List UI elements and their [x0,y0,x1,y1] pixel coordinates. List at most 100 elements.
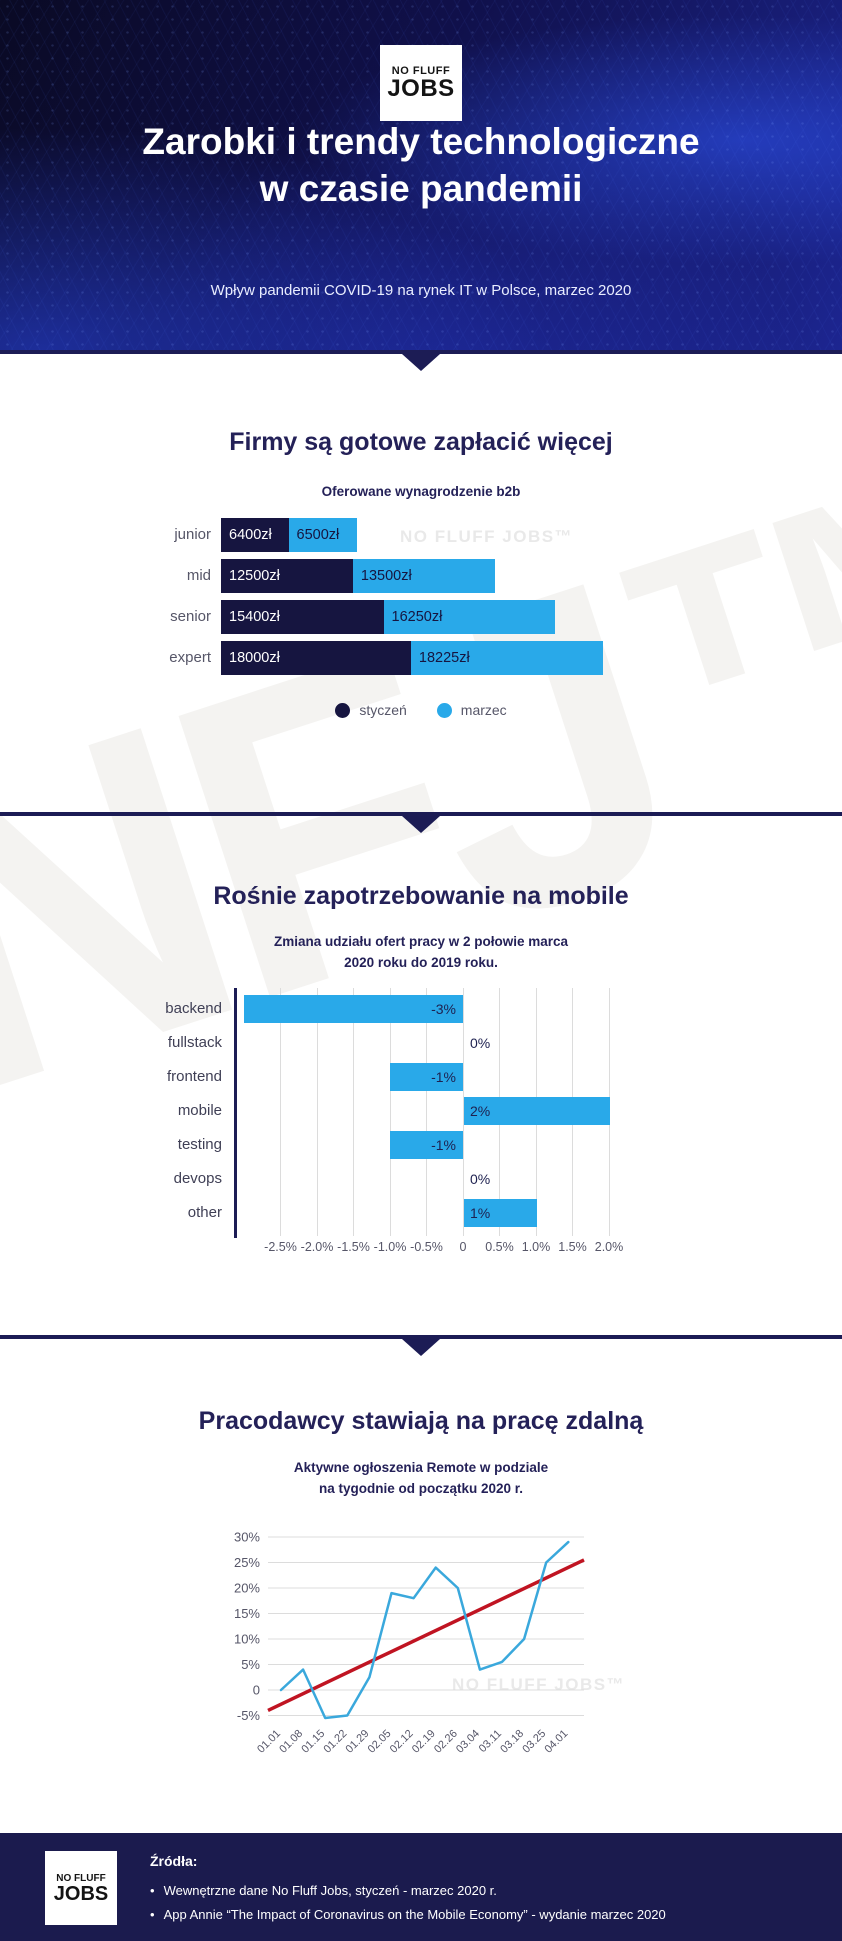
value-label-mobile: 2% [470,1103,491,1119]
sources-block: Źródła: • Wewnętrzne dane No Fluff Jobs,… [150,1853,666,1927]
bar-senior-marzec: 16250zł [383,600,555,634]
x-tick-label-01.22: 01.22 [321,1728,349,1756]
sources-heading: Źródła: [150,1853,198,1869]
gridline-0 [462,988,464,1236]
legend-label-styczen: styczeń [359,702,407,718]
category-label-frontend: frontend [166,1068,222,1085]
category-label-senior: senior [170,608,211,625]
y-tick-label-10%: 10% [234,1632,260,1647]
bar-junior-marzec: 6500zł [288,518,358,552]
x-tick-label-03.18: 03.18 [498,1728,526,1756]
category-label-testing: testing [177,1136,222,1153]
source-text-2: App Annie “The Impact of Coronavirus on … [163,1907,666,1922]
footer-logo-text-top: NO FLUFF [56,1872,106,1884]
x-tick-label--2.0%: -2.0% [300,1240,334,1254]
remote-section-title: Pracodawcy stawiają na pracę zdalną [198,1407,644,1435]
category-label-mid: mid [186,567,211,584]
footer-logo-text-bottom: JOBS [53,1882,109,1905]
nofluffjobs-logo: NO FLUFF JOBS [380,45,462,121]
remote-line-chart: 30% 25% 20% 15% 10% 5% 0 -5% 01.01 01.08 01.15 01.2… [180,1522,700,1767]
bar-senior-styczeń: 15400zł [221,600,384,634]
y-tick-label-0: 0 [253,1683,260,1698]
category-label-devops: devops [173,1170,222,1187]
x-tick-label-01.08: 01.08 [277,1728,305,1756]
mobile-chart-title-line1: Zmiana udziału ofert pracy w 2 połowie m… [273,934,569,949]
x-tick-label-02.26: 02.26 [432,1728,460,1756]
y-tick-label-5%: 5% [241,1657,260,1672]
gridline--1.5% [353,988,354,1236]
bar-expert-styczeń: 18000zł [221,641,411,675]
y-tick-label--5%: -5% [237,1708,261,1723]
salary-chart-title: Oferowane wynagrodzenie b2b [321,484,521,499]
legend-swatch-marzec [436,702,452,718]
mobile-chart-title: Zmiana udziału ofert pracy w 2 połowie m… [0,931,842,973]
gridline--2.5% [280,988,281,1236]
legend-item-styczen: styczeń [335,702,407,718]
value-label-devops: 0% [470,1171,491,1187]
salary-row-senior: senior 15400zł 16250zł [129,600,603,634]
page-title-line2: w czasie pandemii [259,168,583,210]
remote-data-line [279,1540,570,1720]
x-tick-label--1.5%: -1.5% [337,1240,370,1254]
x-tick-label-01.29: 01.29 [344,1728,372,1756]
value-label-fullstack: 0% [470,1035,491,1051]
mobile-diverging-bar-chart: -2.5% -2.0% -1.5% -1.0% -0.5% 0 0.5% 1.0% 1.5% 2.… [0,988,842,1273]
category-label-fullstack: fullstack [167,1034,222,1051]
bullet-icon: • [150,1907,155,1922]
gridline--1.0% [389,988,391,1236]
x-tick-label-02.05: 02.05 [366,1728,394,1756]
source-text-1: Wewnętrzne dane No Fluff Jobs, styczeń -… [163,1883,497,1898]
page-title-line1: Zarobki i trendy technologiczne [142,121,700,162]
salary-row-mid: mid 12500zł 13500zł [129,559,603,593]
legend-swatch-styczen [335,702,351,718]
bar-junior-styczeń: 6400zł [221,518,289,552]
x-tick-label-1.0%: 1.0% [521,1240,551,1254]
bar-expert-marzec: 18225zł [410,641,604,675]
x-tick-label--0.5%: -0.5% [410,1240,443,1254]
bar-testing [390,1131,463,1159]
x-tick-label-01.01: 01.01 [255,1728,283,1756]
gridline--2.0% [316,988,318,1236]
category-label-backend: backend [165,1000,222,1017]
x-tick-label-03.25: 03.25 [520,1728,548,1756]
value-label-frontend: -1% [431,1069,456,1085]
logo-text-top: NO FLUFF [391,65,451,77]
legend-item-marzec: marzec [436,702,507,718]
category-label-mobile: mobile [177,1102,222,1119]
nofluffjobs-watermark: NO FLUFF JOBS™ [400,527,574,546]
category-label-expert: expert [169,649,211,666]
x-tick-label-04.01: 04.01 [542,1728,570,1756]
salary-row-expert: expert 18000zł 18225zł [129,641,604,675]
x-tick-label-02.12: 02.12 [388,1728,416,1756]
section-divider-3 [0,1335,842,1339]
bar-mid-marzec: 13500zł [352,559,496,593]
legend-label-marzec: marzec [460,702,507,718]
nofluffjobs-watermark-2: NO FLUFF JOBS™ [452,1675,626,1694]
section-divider-1 [0,350,842,354]
y-tick-label-15%: 15% [234,1606,260,1621]
y-tick-label-20%: 20% [234,1581,260,1596]
mobile-section-title: Rośnie zapotrzebowanie na mobile [213,882,629,910]
y-tick-label-30%: 30% [234,1530,260,1545]
x-tick-label--2.5%: -2.5% [264,1240,297,1254]
salary-row-junior: junior 6400zł 6500zł [129,518,603,552]
footer-nofluffjobs-logo: NO FLUFF JOBS [45,1851,117,1925]
category-label-other: other [187,1204,222,1221]
section-divider-2 [0,812,842,816]
logo-text-bottom: JOBS [387,75,455,102]
salary-chart-legend: styczeń marzec [0,702,842,718]
x-tick-label-2.0%: 2.0% [594,1240,624,1254]
x-tick-label--1.0%: -1.0% [373,1240,407,1254]
header: NO FLUFF JOBS Zarobki i trendy technolog… [0,0,842,350]
y-tick-label-25%: 25% [234,1555,260,1570]
mobile-chart-title-line2: 2020 roku do 2019 roku. [344,955,498,970]
gridline--0.5% [426,988,427,1236]
source-item-2: • App Annie “The Impact of Coronavirus o… [150,1903,666,1927]
category-label-junior: junior [174,526,211,543]
value-label-backend: -3% [431,1001,456,1017]
y-axis-line [234,988,237,1238]
x-tick-label-0.5%: 0.5% [485,1240,514,1254]
remote-line-chart-svg: 30%25%20%15%10%5%0-5%01.0101.0801.1501.2… [234,1530,585,1756]
bar-frontend [390,1063,463,1091]
